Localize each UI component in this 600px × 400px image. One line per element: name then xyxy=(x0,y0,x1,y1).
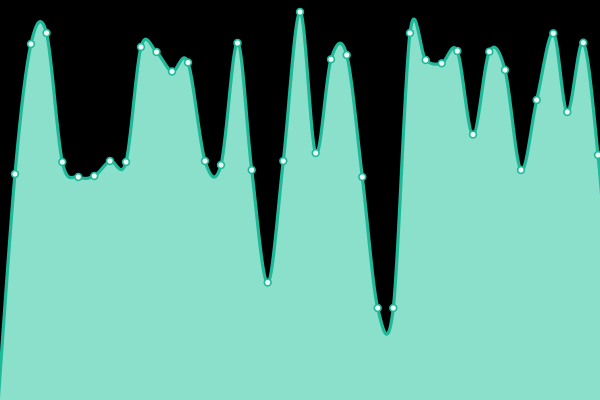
data-point-marker-32[interactable] xyxy=(516,165,526,175)
data-point-marker-8[interactable] xyxy=(136,42,146,52)
data-point-marker-29[interactable] xyxy=(468,130,478,139)
data-point-marker-26[interactable] xyxy=(421,55,430,65)
data-point-marker-6[interactable] xyxy=(105,156,115,166)
data-point-marker-33[interactable] xyxy=(532,95,541,105)
data-point-marker-15[interactable] xyxy=(247,165,256,175)
data-point-marker-20[interactable] xyxy=(326,55,336,64)
data-point-marker-28[interactable] xyxy=(453,46,462,56)
data-point-marker-16[interactable] xyxy=(263,278,272,287)
data-point-marker-24[interactable] xyxy=(389,303,398,313)
data-point-marker-21[interactable] xyxy=(342,50,351,60)
data-point-marker-4[interactable] xyxy=(74,172,83,182)
data-point-marker-9[interactable] xyxy=(152,47,161,57)
data-point-marker-19[interactable] xyxy=(311,148,320,158)
data-point-marker-11[interactable] xyxy=(183,58,193,67)
data-point-marker-22[interactable] xyxy=(358,172,367,182)
data-point-marker-37[interactable] xyxy=(593,150,600,160)
data-point-marker-10[interactable] xyxy=(167,67,177,76)
data-point-marker-35[interactable] xyxy=(563,107,572,117)
data-point-markers xyxy=(10,7,600,313)
chart-line xyxy=(0,10,600,399)
data-point-marker-12[interactable] xyxy=(200,156,210,166)
data-point-marker-25[interactable] xyxy=(405,28,415,38)
chart-area-fill xyxy=(0,11,600,400)
data-point-marker-27[interactable] xyxy=(437,59,446,68)
data-point-marker-7[interactable] xyxy=(121,157,131,167)
data-point-marker-36[interactable] xyxy=(579,38,588,47)
data-point-marker-2[interactable] xyxy=(42,28,51,38)
data-point-marker-5[interactable] xyxy=(90,171,99,181)
data-point-marker-1[interactable] xyxy=(26,39,36,49)
data-point-marker-23[interactable] xyxy=(373,303,382,313)
data-point-marker-34[interactable] xyxy=(549,29,558,38)
data-point-marker-30[interactable] xyxy=(485,47,494,56)
data-point-marker-31[interactable] xyxy=(500,65,510,75)
data-point-marker-0[interactable] xyxy=(10,169,20,179)
data-point-marker-13[interactable] xyxy=(216,160,226,170)
data-point-marker-18[interactable] xyxy=(295,7,305,17)
data-point-marker-14[interactable] xyxy=(233,38,242,48)
data-point-marker-3[interactable] xyxy=(58,157,67,167)
data-point-marker-17[interactable] xyxy=(279,156,288,166)
